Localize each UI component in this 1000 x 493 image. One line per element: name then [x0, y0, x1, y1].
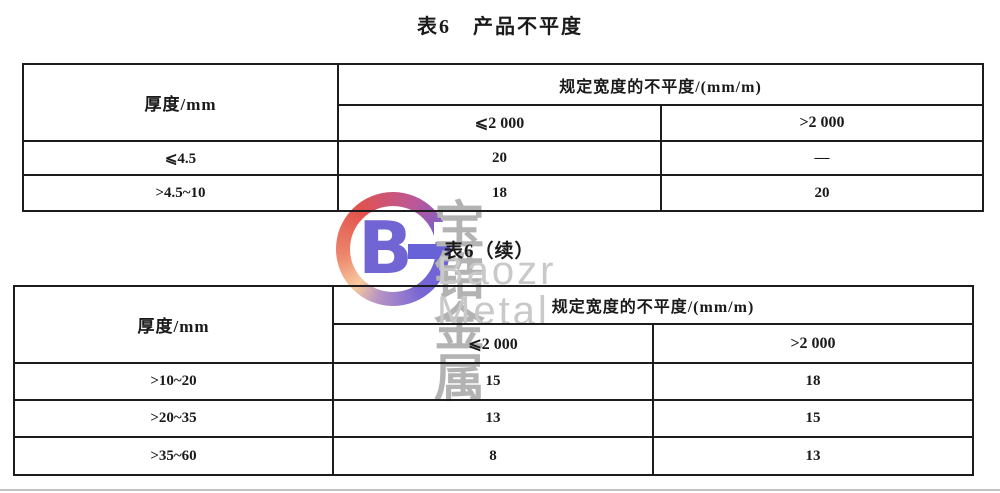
subheader-gt-2000: >2 000 — [651, 323, 975, 364]
thickness-cell: >20~35 — [13, 399, 334, 438]
table-row: >4.5~10 18 20 — [22, 174, 985, 212]
value-cell: 15 — [332, 362, 654, 401]
thickness-cell: >35~60 — [13, 436, 334, 476]
value-cell: — — [659, 140, 985, 176]
table-row: >35~60 8 13 — [13, 436, 975, 476]
table-row: ⩽4.5 20 — — [22, 140, 985, 176]
page-bottom-edge — [0, 489, 1000, 491]
thickness-cell: ⩽4.5 — [22, 140, 339, 176]
flatness-table-2: 厚度/mm 规定宽度的不平度/(mm/m) ⩽2 000 >2 000 >10~… — [13, 285, 975, 476]
value-cell: 20 — [337, 140, 662, 176]
value-cell: 18 — [651, 362, 975, 401]
value-cell: 18 — [337, 174, 662, 212]
subheader-gt-2000: >2 000 — [659, 104, 985, 142]
subheader-le-2000: ⩽2 000 — [337, 104, 662, 142]
logo-crossbar — [408, 244, 450, 259]
flatness-span-header-cell: 规定宽度的不平度/(mm/m) — [336, 63, 985, 106]
thickness-header-cell: 厚度/mm — [13, 285, 334, 364]
thickness-cell: >10~20 — [13, 362, 334, 401]
value-cell: 20 — [659, 174, 985, 212]
value-cell: 13 — [651, 436, 975, 476]
flatness-table-1: 厚度/mm 规定宽度的不平度/(mm/m) ⩽2 000 >2 000 ⩽4.5… — [22, 63, 985, 212]
table2-title: 表6（续） — [444, 241, 535, 262]
table-row: >20~35 13 15 — [13, 399, 975, 438]
table1-title: 表6 产品不平度 — [417, 16, 583, 38]
thickness-cell: >4.5~10 — [22, 174, 339, 212]
logo-letter: B — [358, 206, 413, 290]
table-row: >10~20 15 18 — [13, 362, 975, 401]
logo-ring-notch — [434, 222, 451, 242]
value-cell: 15 — [651, 399, 975, 438]
subheader-le-2000: ⩽2 000 — [332, 323, 654, 364]
value-cell: 8 — [332, 436, 654, 476]
value-cell: 13 — [332, 399, 654, 438]
thickness-header-cell: 厚度/mm — [22, 63, 339, 142]
flatness-span-header-cell: 规定宽度的不平度/(mm/m) — [331, 285, 975, 325]
